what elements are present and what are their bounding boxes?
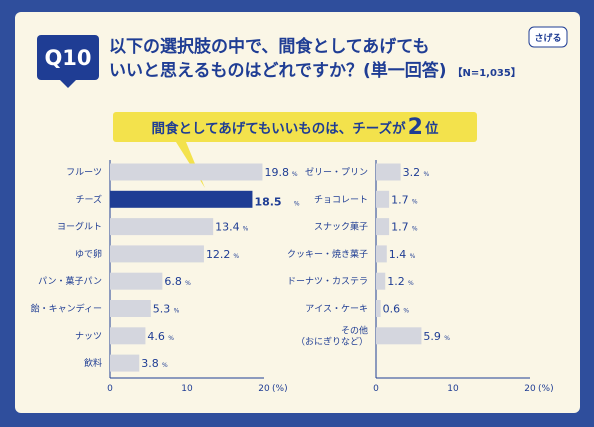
- right-value-unit: %: [403, 308, 409, 315]
- question-badge-tail: [59, 79, 77, 88]
- left-value-label: 13.4: [215, 221, 240, 234]
- brand-logo: さげる: [528, 26, 568, 48]
- right-x-unit-label: (%): [538, 384, 554, 394]
- right-value-label: 5.9: [423, 330, 441, 343]
- left-category-label: 飴・キャンディー: [31, 303, 102, 315]
- right-value-label: 1.4: [389, 248, 407, 261]
- headline-rank: 2: [407, 114, 423, 140]
- right-bar: [376, 190, 390, 208]
- right-category-label: （おにぎりなど）: [296, 335, 368, 347]
- right-value-unit: %: [410, 253, 416, 260]
- right-bar: [376, 272, 386, 290]
- right-value-label: 3.2: [403, 166, 421, 179]
- headline-suffix: 位: [424, 121, 439, 137]
- question-line-2: いいと思えるものはどれですか？(単一回答) 【N=1,035】: [109, 59, 539, 86]
- right-category-label: アイス・ケーキ: [305, 304, 368, 315]
- left-value-unit: %: [233, 253, 239, 260]
- left-value-unit: %: [185, 280, 191, 287]
- left-bar: [110, 190, 253, 208]
- sample-size: 【N=1,035】: [452, 68, 521, 79]
- left-category-label: ナッツ: [75, 331, 102, 342]
- left-value-unit: %: [168, 335, 174, 342]
- left-category-label: ゆで卵: [75, 249, 102, 260]
- left-value-label: 18.5: [254, 195, 281, 208]
- left-value-label: 4.6: [147, 330, 165, 343]
- right-value-unit: %: [444, 335, 450, 342]
- right-value-label: 1.7: [391, 193, 409, 206]
- left-x-unit-label: (%): [272, 384, 288, 394]
- right-value-label: 1.7: [391, 221, 409, 234]
- right-bar: [376, 245, 387, 263]
- right-category-label: クッキー・焼き菓子: [287, 248, 368, 260]
- headline-text: 間食としてあげてもいいものは、チーズが: [151, 121, 406, 137]
- right-value-unit: %: [412, 198, 418, 205]
- left-value-label: 12.2: [206, 248, 231, 261]
- right-category-label: スナック菓子: [314, 221, 368, 233]
- right-value-unit: %: [423, 171, 429, 178]
- left-value-unit: %: [243, 226, 249, 233]
- left-value-unit: %: [292, 171, 298, 178]
- left-value-unit: %: [294, 200, 300, 207]
- left-x-tick-label: 10: [181, 384, 193, 394]
- right-bar: [376, 300, 381, 317]
- left-category-label: フルーツ: [66, 168, 102, 178]
- right-x-tick-label: 20: [524, 384, 536, 394]
- question-title: 以下の選択肢の中で、間食としてあげても いいと思えるものはどれですか？(単一回答…: [109, 35, 539, 86]
- left-bar: [110, 245, 204, 263]
- left-bar: [110, 300, 151, 317]
- right-category-label: ゼリー・プリン: [305, 166, 368, 178]
- right-bar: [376, 163, 401, 181]
- right-x-tick-label: 0: [373, 384, 379, 394]
- right-value-unit: %: [412, 226, 418, 233]
- card: Q10 以下の選択肢の中で、間食としてあげても いいと思えるものはどれですか？(…: [15, 12, 580, 413]
- left-value-label: 5.3: [153, 303, 171, 316]
- question-line-2-text: いいと思えるものはどれですか？(単一回答): [109, 61, 447, 81]
- left-bar: [110, 163, 263, 181]
- right-bar: [376, 218, 390, 236]
- left-category-label: ヨーグルト: [57, 221, 102, 233]
- left-value-label: 19.8: [264, 166, 289, 179]
- right-x-tick-label: 10: [447, 384, 459, 394]
- question-badge: Q10: [37, 35, 99, 80]
- right-category-label: その他: [341, 324, 368, 336]
- left-category-label: チーズ: [75, 193, 102, 205]
- left-category-label: 飲料: [84, 357, 102, 369]
- left-category-label: パン・菓子パン: [38, 275, 102, 287]
- right-bar: [376, 327, 422, 345]
- left-bar: [110, 272, 163, 290]
- logo-text: さげる: [534, 32, 561, 44]
- right-category-label: ドーナツ・カステラ: [287, 276, 368, 287]
- question-line-1: 以下の選択肢の中で、間食としてあげても: [109, 37, 430, 57]
- left-value-label: 6.8: [164, 275, 182, 288]
- left-value-label: 3.8: [141, 357, 159, 370]
- left-value-unit: %: [162, 362, 168, 369]
- left-bar: [110, 327, 146, 345]
- left-bar: [110, 354, 140, 372]
- right-value-unit: %: [408, 280, 414, 287]
- left-x-tick-label: 20: [258, 384, 270, 394]
- right-value-label: 0.6: [383, 303, 401, 316]
- left-x-tick-label: 0: [107, 384, 113, 394]
- right-value-label: 1.2: [387, 275, 405, 288]
- headline-banner: 間食としてあげてもいいものは、チーズが 2 位: [113, 112, 477, 142]
- right-category-label: チョコレート: [314, 194, 368, 205]
- left-bar: [110, 218, 214, 236]
- left-value-unit: %: [174, 308, 180, 315]
